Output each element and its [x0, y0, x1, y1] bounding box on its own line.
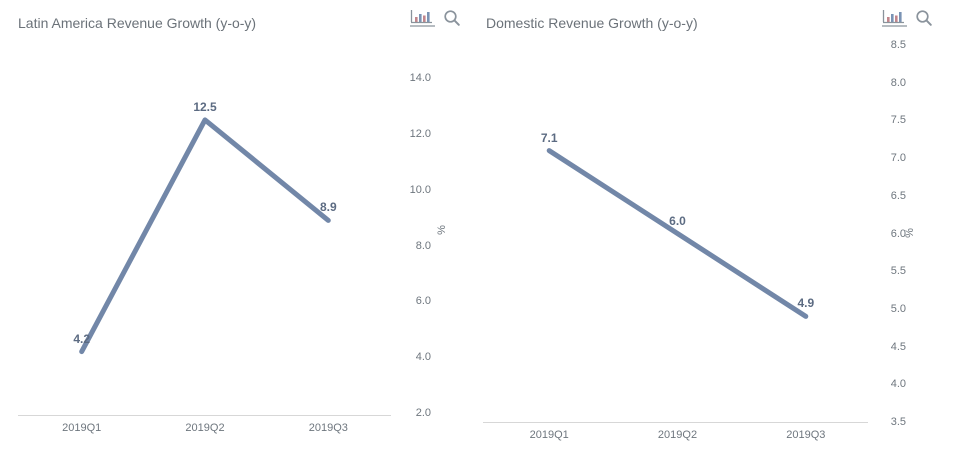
- column-chart-icon[interactable]: [882, 9, 908, 27]
- series-path: [546, 148, 809, 319]
- x-tick-label: 2019Q3: [308, 422, 348, 434]
- data-point-label: 4.9: [797, 296, 815, 311]
- x-tick-label: 2019Q2: [657, 429, 698, 441]
- y-tick-label: 5.5: [890, 265, 906, 278]
- y-tick-label: 3.5: [890, 416, 906, 428]
- chart-toolbar: [410, 9, 461, 27]
- y-tick-label: 14.0: [409, 72, 431, 84]
- data-point-label: 4.2: [73, 331, 91, 346]
- chart-title: Latin America Revenue Growth (y-o-y): [18, 15, 257, 31]
- magnifier-icon[interactable]: [443, 9, 461, 27]
- y-tick-label: 2.0: [415, 407, 431, 419]
- line-series: [79, 117, 331, 355]
- y-tick-label: 4.0: [890, 378, 906, 391]
- data-point-label: 12.5: [193, 99, 217, 114]
- y-tick-label: 8.5: [890, 39, 906, 51]
- line-series: [546, 148, 809, 319]
- chart-title: Domestic Revenue Growth (y-o-y): [486, 15, 698, 31]
- x-axis-line: [18, 415, 391, 416]
- data-point-label: 8.9: [319, 200, 337, 215]
- y-tick-label: 6.0: [415, 295, 431, 308]
- y-tick-label: 10.0: [409, 183, 431, 196]
- y-axis-title: %: [904, 228, 916, 238]
- y-tick-label: 12.0: [409, 127, 431, 140]
- data-point-label: 7.1: [540, 130, 558, 145]
- y-tick-label: 7.5: [890, 114, 906, 127]
- magnifier-icon[interactable]: [915, 9, 933, 27]
- x-axis-line: [483, 422, 868, 423]
- y-tick-label: 7.0: [890, 152, 906, 165]
- y-tick-label: 5.0: [890, 302, 906, 315]
- y-tick-label: 8.0: [415, 239, 431, 252]
- y-tick-label: 6.0: [890, 227, 906, 240]
- chart-toolbar: [882, 9, 933, 27]
- x-tick-label: 2019Q3: [786, 429, 826, 441]
- y-tick-label: 4.0: [415, 351, 431, 364]
- y-tick-label: 4.5: [890, 340, 906, 353]
- x-tick-label: 2019Q2: [185, 422, 225, 434]
- x-tick-label: 2019Q1: [529, 429, 569, 441]
- y-tick-label: 8.0: [890, 76, 906, 89]
- x-tick-label: 2019Q1: [62, 422, 102, 434]
- y-axis-title: %: [436, 225, 448, 235]
- series-path: [79, 117, 331, 355]
- chart-panel-latin-america-revenue: Latin America Revenue Growth (y-o-y): [0, 0, 466, 466]
- data-point-label: 6.0: [669, 213, 686, 228]
- chart-panel-domestic-revenue: Domestic Revenue Growth (y-o-y): [480, 0, 954, 466]
- y-tick-label: 6.5: [890, 189, 906, 202]
- column-chart-icon[interactable]: [410, 9, 436, 27]
